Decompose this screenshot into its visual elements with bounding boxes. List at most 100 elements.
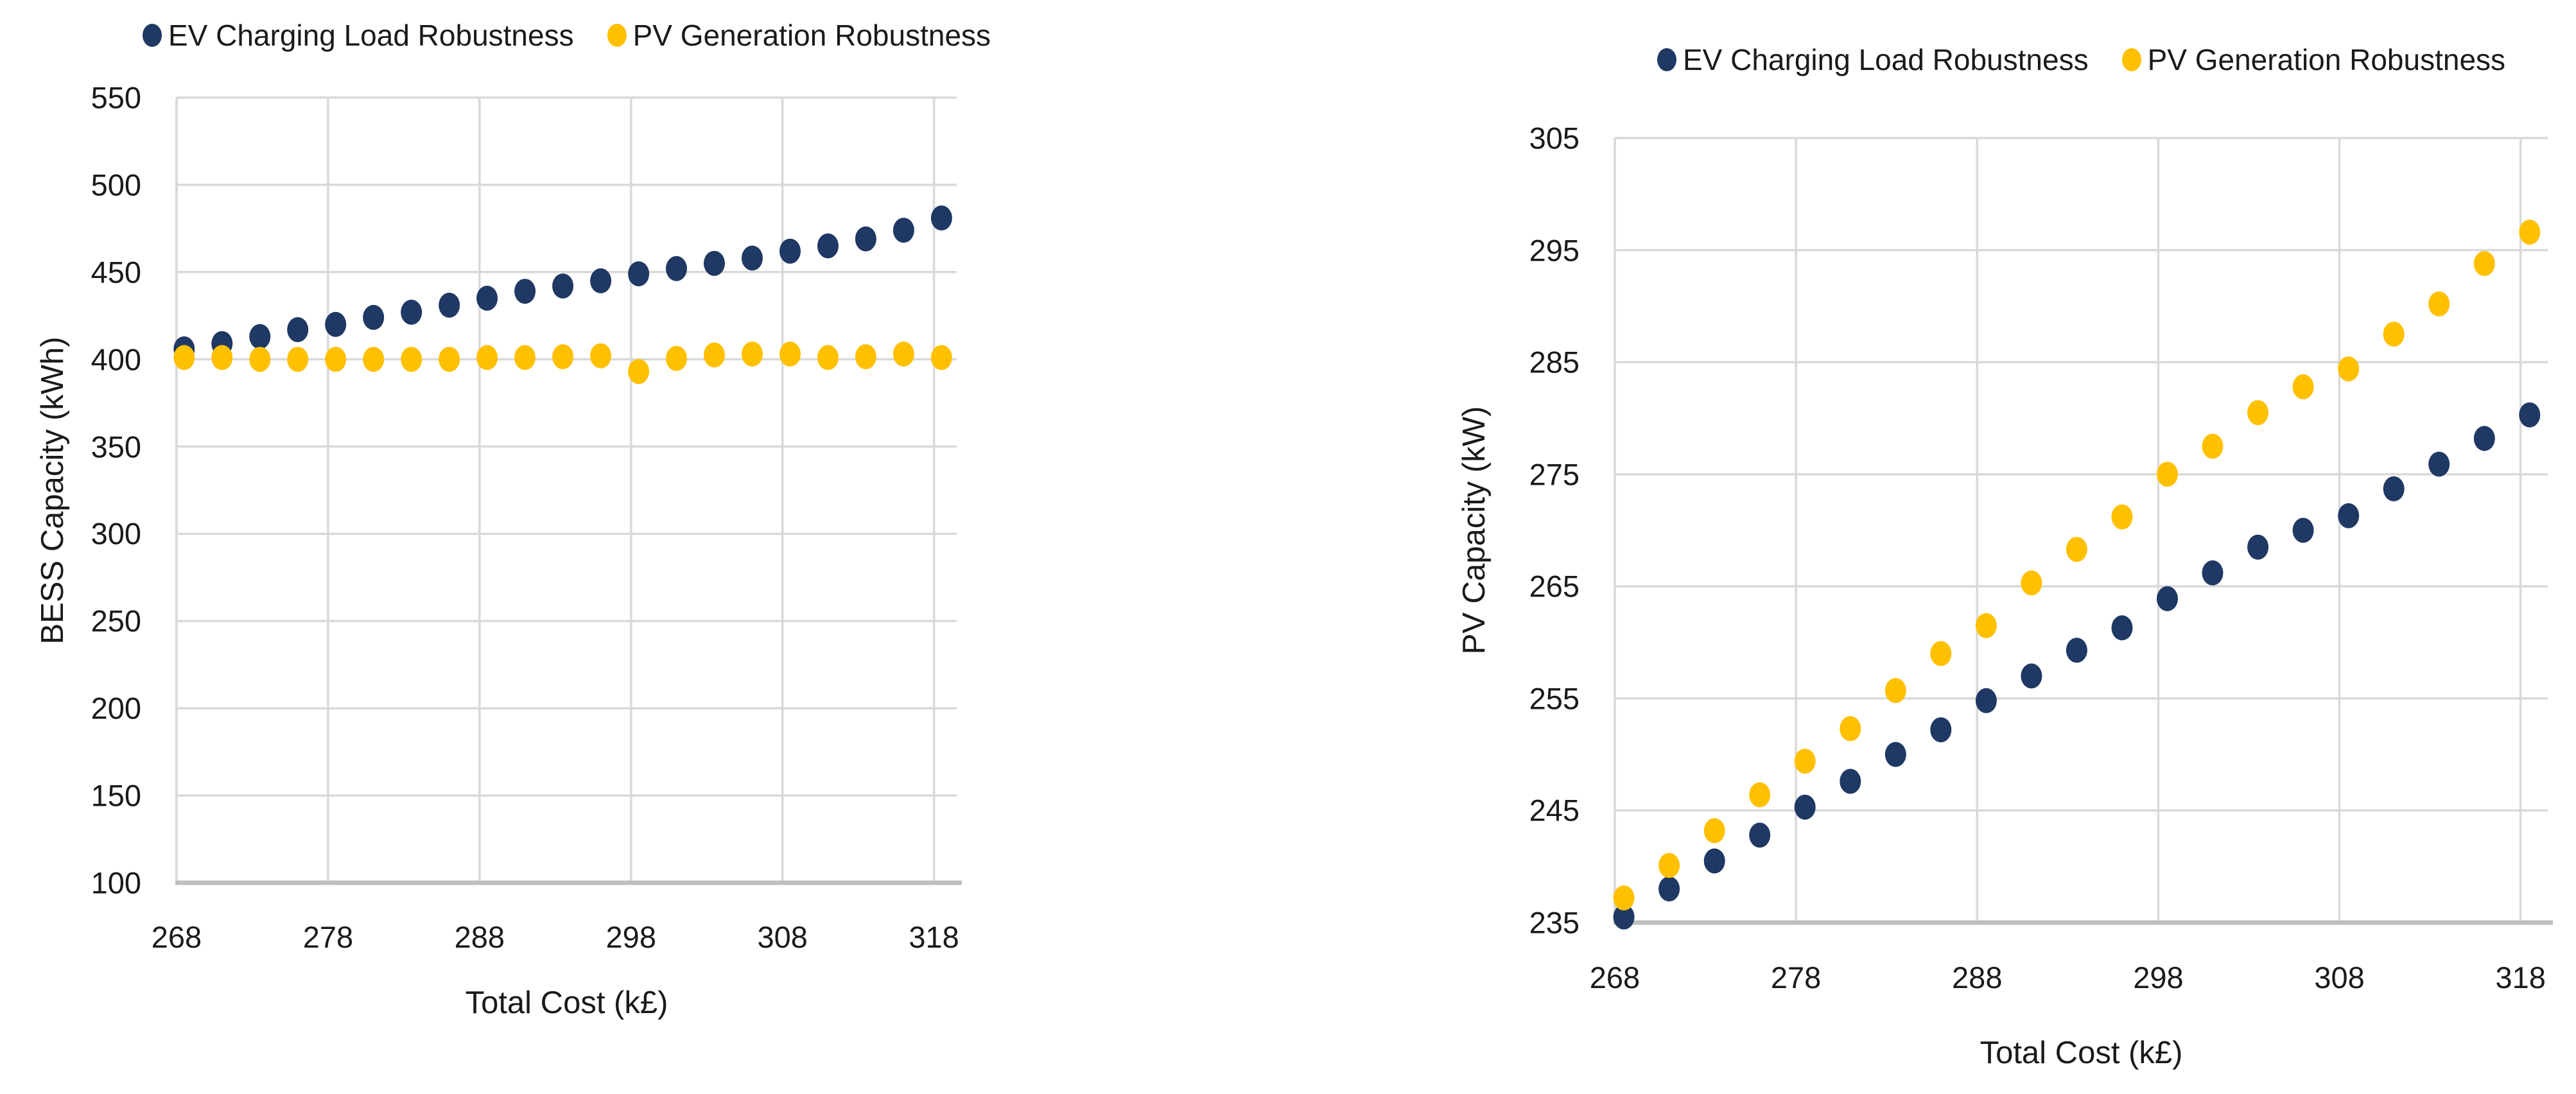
data-point-bess-s1-8 (476, 345, 498, 370)
data-point-pv-s0-13 (2202, 560, 2224, 586)
data-point-bess-s1-9 (514, 345, 536, 370)
x-tick-pv-318: 318 (2495, 960, 2546, 994)
data-point-pv-s1-15 (2292, 374, 2314, 399)
y-tick-pv-245: 245 (1529, 793, 1580, 828)
x-tick-bess-288: 288 (454, 920, 505, 954)
data-point-bess-s1-4 (325, 347, 347, 372)
data-point-pv-s0-5 (1840, 768, 1861, 794)
data-point-bess-s0-2 (249, 324, 271, 349)
y-tick-bess-150: 150 (91, 778, 141, 813)
data-point-pv-s1-3 (1749, 782, 1771, 808)
data-point-pv-s1-6 (1884, 678, 1906, 704)
data-point-pv-s0-11 (2111, 615, 2133, 641)
x-tick-bess-308: 308 (757, 920, 808, 954)
data-point-pv-s1-4 (1794, 749, 1816, 774)
chart-pv-plot-area (1613, 137, 2553, 930)
x-tick-bess-268: 268 (151, 920, 202, 954)
x-axis-title-pv: Total Cost (k£) (1980, 1036, 2183, 1070)
data-point-pv-s0-4 (1794, 794, 1816, 820)
data-point-bess-s0-14 (704, 250, 725, 276)
data-point-bess-s1-5 (363, 347, 385, 372)
data-point-bess-s1-3 (287, 347, 309, 372)
data-point-bess-s1-0 (173, 345, 195, 370)
data-point-pv-s1-19 (2473, 251, 2495, 276)
data-point-pv-s0-10 (2066, 638, 2087, 663)
data-point-bess-s0-17 (817, 233, 839, 259)
legend-label: EV Charging Load Robustness (1682, 43, 2089, 76)
x-tick-pv-308: 308 (2314, 960, 2365, 994)
y-axis-title-pv: PV Capacity (kW) (1457, 406, 1492, 655)
y-tick-bess-200: 200 (91, 691, 141, 725)
y-tick-bess-550: 550 (91, 80, 141, 115)
data-point-bess-s1-1 (211, 345, 233, 370)
data-point-pv-s0-6 (1884, 742, 1906, 767)
data-point-pv-s0-19 (2473, 426, 2495, 451)
data-point-bess-s0-16 (779, 238, 801, 264)
y-tick-bess-100: 100 (91, 865, 141, 900)
data-point-pv-s0-7 (1930, 717, 1952, 743)
data-point-bess-s1-15 (742, 342, 763, 367)
data-point-pv-s1-10 (2066, 537, 2087, 562)
y-tick-bess-300: 300 (91, 516, 141, 551)
data-point-pv-s0-16 (2338, 503, 2360, 528)
data-point-bess-s1-16 (779, 342, 801, 367)
legend-item-pv: PV Generation Robustness (607, 18, 991, 53)
y-tick-pv-265: 265 (1529, 569, 1580, 603)
data-point-pv-s0-12 (2157, 586, 2178, 611)
data-point-bess-s1-2 (249, 347, 271, 372)
y-tick-pv-295: 295 (1529, 233, 1580, 268)
data-point-pv-s0-3 (1749, 822, 1771, 848)
data-point-pv-s1-13 (2202, 433, 2224, 459)
data-point-bess-s0-3 (287, 317, 309, 342)
data-point-bess-s0-18 (855, 226, 876, 252)
data-point-bess-s0-15 (742, 245, 763, 271)
x-tick-pv-298: 298 (2133, 960, 2184, 994)
data-point-pv-s1-0 (1613, 885, 1635, 911)
data-point-bess-s1-7 (439, 347, 460, 372)
data-point-pv-s1-8 (1975, 612, 1997, 638)
legend-bess: EV Charging Load Robustness PV Generation… (138, 17, 995, 53)
data-point-bess-s1-13 (666, 345, 687, 371)
legend-label: EV Charging Load Robustness (168, 19, 574, 52)
data-point-bess-s0-7 (439, 292, 460, 318)
data-point-bess-s0-5 (363, 304, 385, 330)
legend-label: PV Generation Robustness (2147, 43, 2506, 76)
data-point-bess-s1-18 (855, 344, 876, 370)
y-tick-bess-250: 250 (91, 603, 141, 638)
y-tick-pv-275: 275 (1529, 457, 1580, 492)
data-point-bess-s1-20 (930, 345, 952, 370)
data-point-pv-s1-1 (1658, 853, 1680, 878)
legend-item-ev: EV Charging Load Robustness (1657, 42, 2089, 77)
x-tick-pv-288: 288 (1952, 960, 2003, 994)
data-point-bess-s1-10 (552, 344, 574, 370)
legend-label: PV Generation Robustness (632, 19, 991, 52)
legend-item-pv: PV Generation Robustness (2121, 42, 2506, 77)
y-tick-bess-400: 400 (91, 342, 141, 377)
y-tick-pv-235: 235 (1529, 905, 1580, 940)
data-point-pv-s1-9 (2021, 570, 2042, 596)
data-point-bess-s0-20 (930, 205, 952, 230)
data-point-pv-s1-17 (2383, 322, 2405, 347)
data-point-pv-s0-1 (1658, 876, 1680, 902)
data-point-pv-s1-11 (2111, 504, 2133, 530)
x-tick-bess-278: 278 (302, 920, 354, 954)
legend-marker-icon (607, 24, 627, 47)
data-point-pv-s0-0 (1613, 904, 1635, 930)
legend-item-ev: EV Charging Load Robustness (142, 18, 574, 53)
data-point-pv-s1-20 (2519, 220, 2541, 245)
data-point-bess-s0-6 (401, 299, 422, 325)
data-point-bess-s0-9 (514, 279, 536, 304)
legend-pv: EV Charging Load Robustness PV Generation… (1576, 42, 2576, 78)
legend-marker-icon (2121, 48, 2141, 71)
y-tick-bess-500: 500 (91, 168, 141, 202)
x-tick-pv-278: 278 (1770, 960, 1822, 994)
data-point-pv-s0-14 (2247, 534, 2269, 560)
x-tick-bess-318: 318 (909, 920, 959, 954)
data-point-bess-s1-14 (704, 342, 725, 368)
legend-marker-icon (1657, 48, 1676, 71)
data-point-pv-s0-20 (2519, 402, 2541, 428)
data-point-pv-s1-2 (1703, 818, 1725, 844)
data-point-pv-s1-7 (1930, 641, 1952, 666)
data-point-bess-s0-13 (666, 256, 687, 281)
